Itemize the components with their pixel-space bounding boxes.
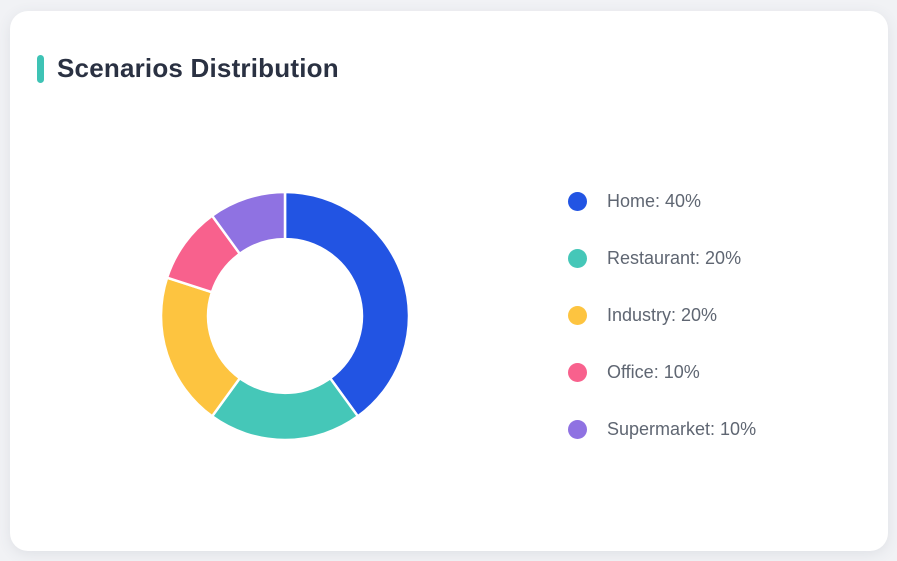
donut-chart [158,189,412,443]
pie-slice-home[interactable] [283,190,411,418]
legend-color-dot [568,306,587,325]
legend-item-home[interactable]: Home: 40% [568,173,756,230]
legend-color-dot [568,249,587,268]
legend-item-supermarket[interactable]: Supermarket: 10% [568,401,756,458]
chart-legend: Home: 40% Restaurant: 20% Industry: 20% Off… [568,173,756,458]
card-header: Scenarios Distribution [37,53,339,84]
pie-slice-supermarket[interactable] [210,190,287,256]
donut-chart-svg [159,190,411,442]
legend-item-label: Office: 10% [607,362,700,382]
legend-color-dot [568,192,587,211]
pie-slice-industry[interactable] [159,276,242,418]
page-title: Scenarios Distribution [57,53,339,83]
scenarios-distribution-card: Scenarios Distribution Home: 40% Restaura… [10,11,888,551]
legend-item-label: Restaurant: 20% [607,248,742,268]
legend-item-label: Home: 40% [607,191,702,211]
legend-item-label: Supermarket: 10% [607,419,757,439]
legend-item-industry[interactable]: Industry: 20% [568,287,756,344]
legend-color-dot [568,363,587,382]
legend-color-dot [568,420,587,439]
title-accent-bar [37,54,44,83]
legend-item-office[interactable]: Office: 10% [568,344,756,401]
legend-item-restaurant[interactable]: Restaurant: 20% [568,230,756,287]
legend-item-label: Industry: 20% [607,305,718,325]
